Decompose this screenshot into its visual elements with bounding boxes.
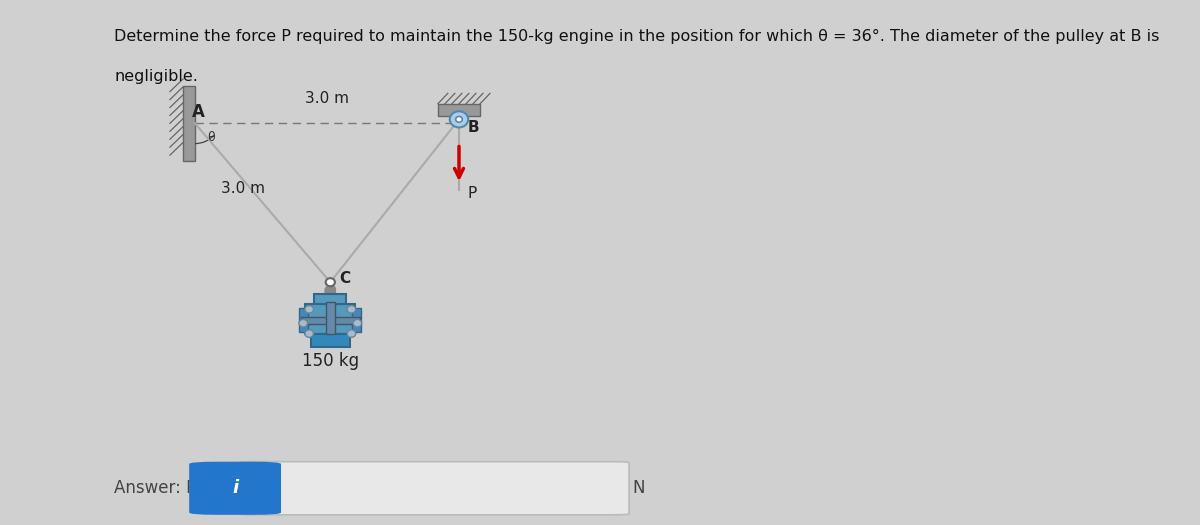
Text: 150 kg: 150 kg: [301, 352, 359, 370]
FancyBboxPatch shape: [190, 461, 281, 515]
Text: 3.0 m: 3.0 m: [221, 181, 265, 196]
Text: θ: θ: [208, 131, 215, 144]
Circle shape: [305, 330, 313, 338]
Bar: [438, 104, 480, 117]
Circle shape: [353, 319, 361, 327]
Circle shape: [305, 306, 313, 313]
Circle shape: [299, 319, 307, 327]
Text: negligible.: negligible.: [114, 69, 198, 85]
Text: B: B: [468, 121, 479, 135]
Bar: [299, 308, 308, 332]
Circle shape: [450, 111, 468, 128]
FancyBboxPatch shape: [239, 461, 629, 515]
Text: i: i: [232, 479, 238, 497]
Bar: [325, 302, 335, 334]
Bar: [300, 317, 360, 324]
Text: P: P: [468, 186, 476, 201]
Text: Determine the force P required to maintain the 150-kg engine in the position for: Determine the force P required to mainta…: [114, 29, 1159, 44]
Text: Answer: P =: Answer: P =: [114, 479, 215, 497]
Text: N: N: [632, 479, 646, 497]
Bar: [352, 308, 361, 332]
Bar: [311, 333, 350, 348]
Text: 3.0 m: 3.0 m: [305, 91, 349, 106]
Circle shape: [325, 278, 335, 286]
Circle shape: [347, 330, 355, 338]
Text: A: A: [192, 103, 205, 121]
Bar: [184, 86, 194, 161]
Circle shape: [456, 117, 462, 122]
Bar: [314, 294, 346, 304]
Bar: [305, 304, 355, 334]
Text: C: C: [340, 271, 350, 286]
Circle shape: [347, 306, 355, 313]
